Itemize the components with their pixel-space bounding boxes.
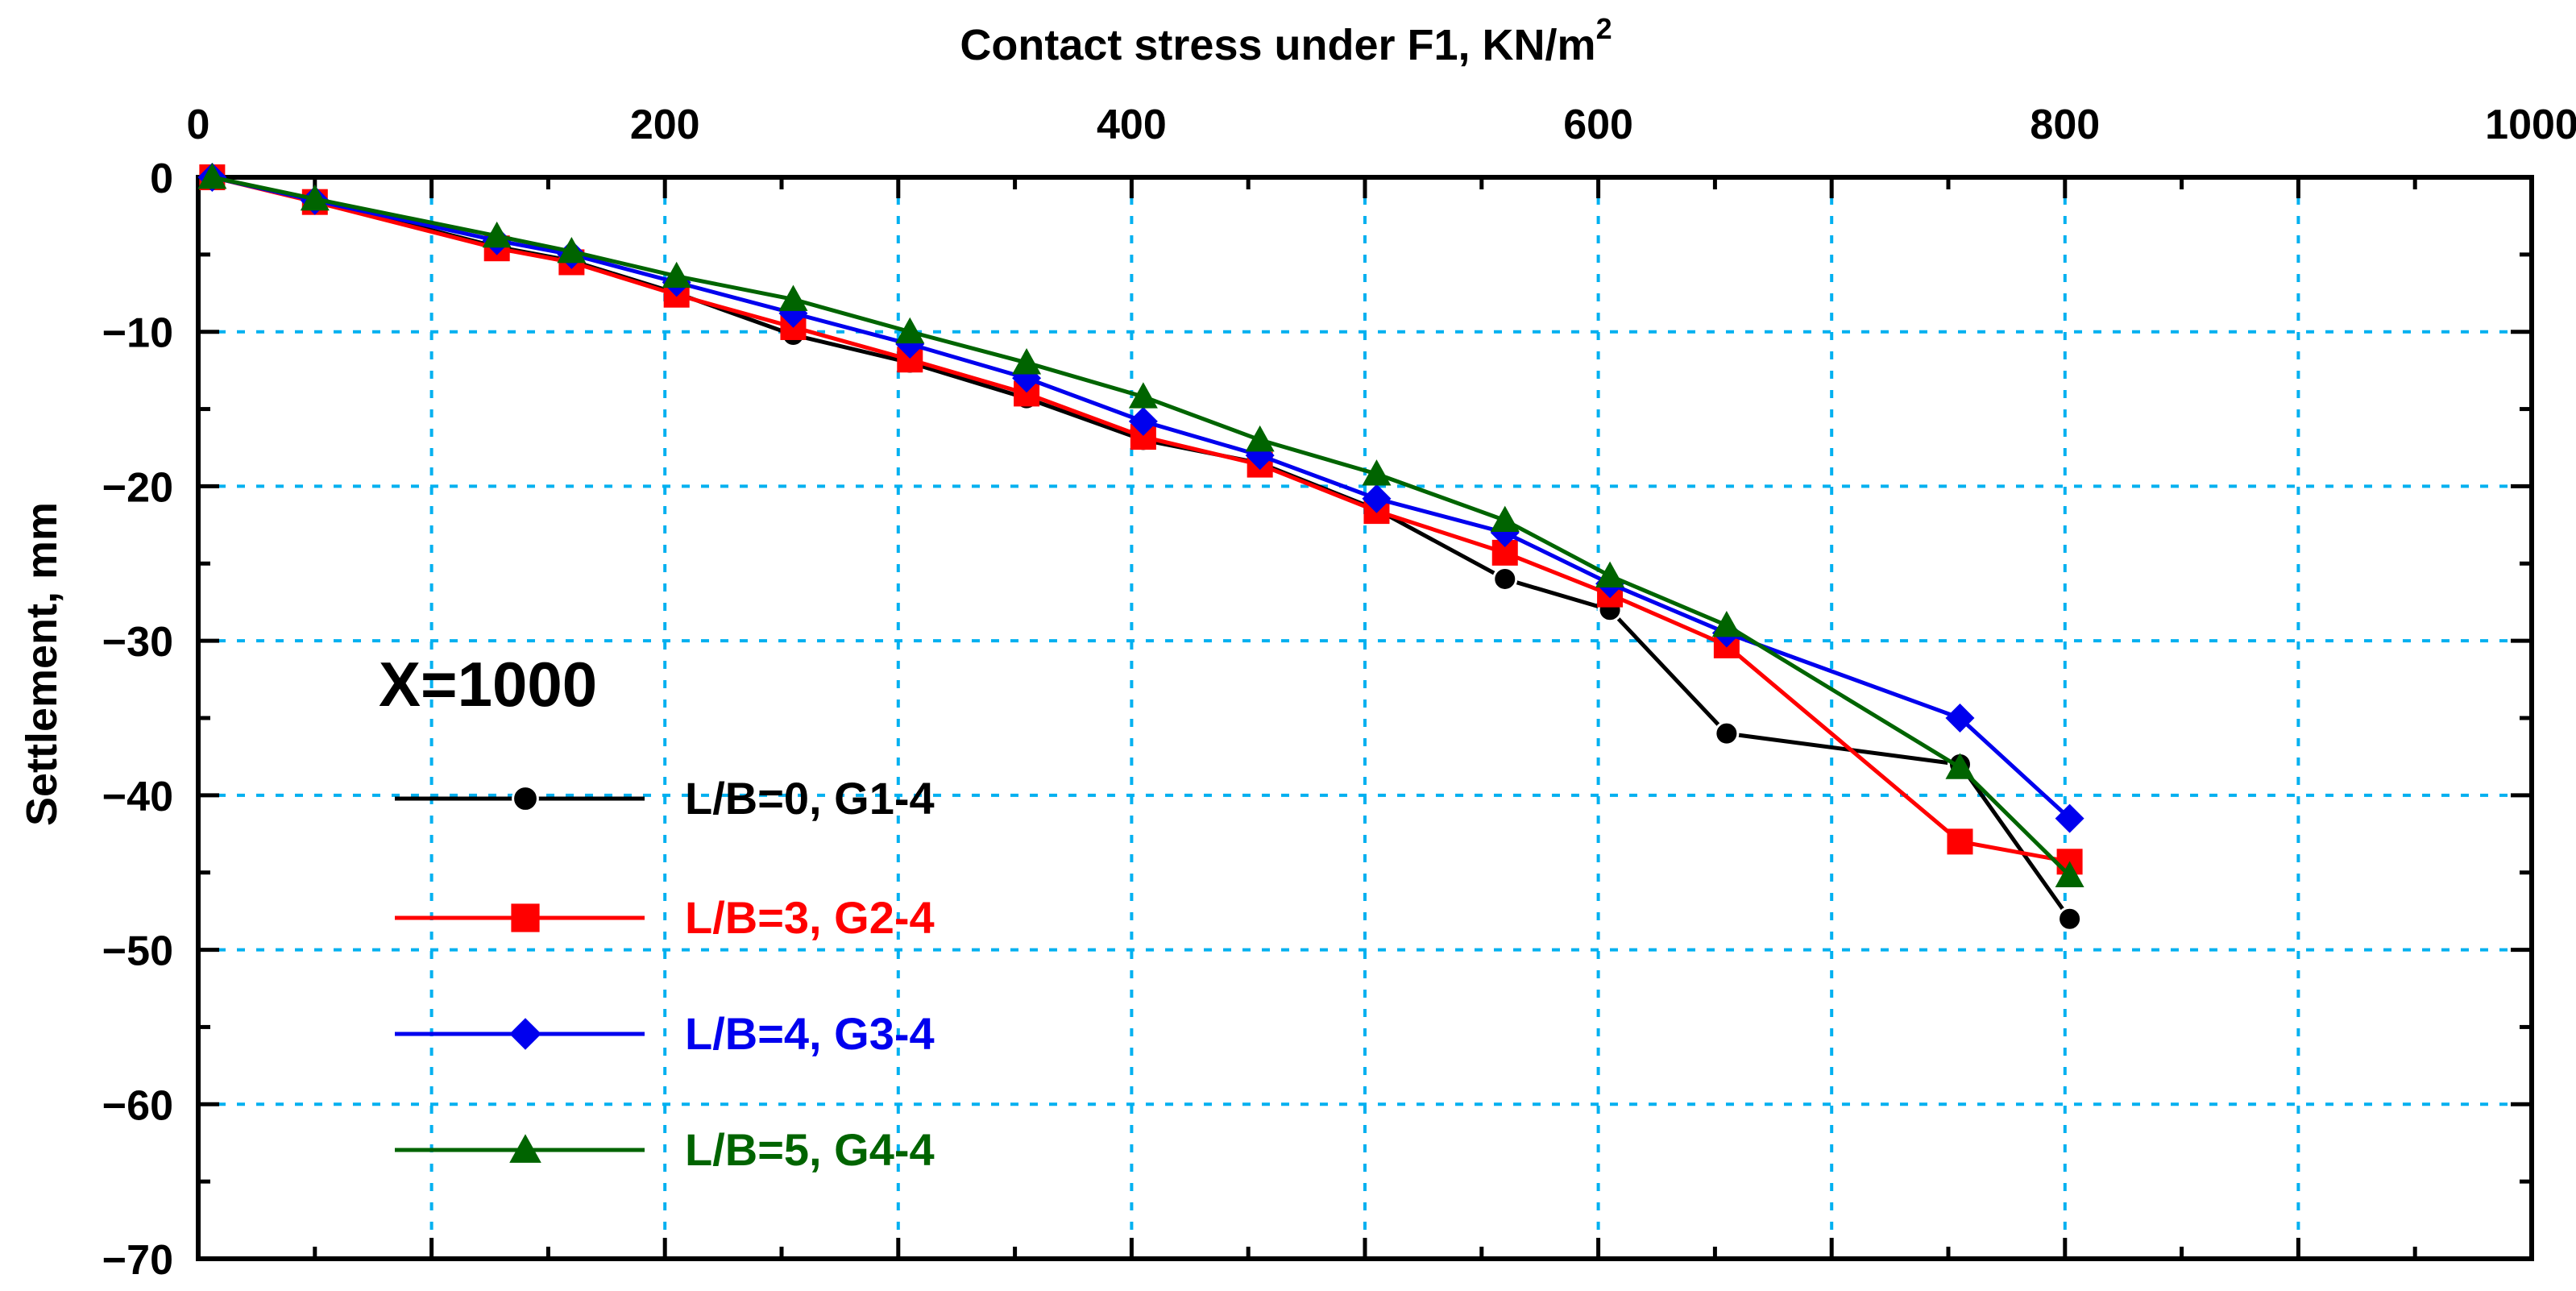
series-line xyxy=(211,175,2072,920)
data-point xyxy=(1362,484,1392,513)
series-3 xyxy=(197,163,2084,833)
x-tick-labels: 0 200 400 600 800 1000 xyxy=(187,102,2576,148)
grid-lines xyxy=(198,177,2532,1259)
x-tick-label: 600 xyxy=(1563,102,1633,148)
series-line xyxy=(211,175,2072,878)
legend: L/B=0, G1-4 L/B=3, G2-4 L/B=4, G3-4 L/B=5, … xyxy=(395,773,935,1175)
x-tick-label: 800 xyxy=(2030,102,2100,148)
y-tick-label: −70 xyxy=(102,1237,173,1284)
legend-item: L/B=0, G1-4 xyxy=(395,773,935,824)
legend-marker xyxy=(511,903,540,932)
data-point xyxy=(895,317,925,344)
legend-marker xyxy=(512,785,539,812)
y-tick-label: 0 xyxy=(150,156,173,202)
x-tick-label: 400 xyxy=(1097,102,1167,148)
data-point xyxy=(1595,561,1625,588)
data-point xyxy=(557,237,587,264)
x-tick-label: 0 xyxy=(187,102,210,148)
data-point xyxy=(2057,906,2083,932)
data-point xyxy=(1714,720,1740,746)
data-point xyxy=(1711,610,1741,637)
legend-label: L/B=4, G3-4 xyxy=(685,1008,935,1059)
data-point xyxy=(1945,704,1975,733)
data-point xyxy=(1362,459,1392,486)
y-tick-label: −50 xyxy=(102,928,173,975)
legend-marker xyxy=(509,1134,541,1163)
legend-item: L/B=5, G4-4 xyxy=(395,1124,935,1175)
data-point xyxy=(2055,861,2084,887)
data-point xyxy=(2055,803,2084,833)
series-layer xyxy=(197,163,2084,932)
data-point xyxy=(1128,382,1158,409)
data-point xyxy=(300,184,330,211)
legend-label: L/B=3, G2-4 xyxy=(685,892,935,943)
y-tick-label: −30 xyxy=(102,619,173,666)
y-axis-title: Settlement, mm xyxy=(18,502,66,826)
series-line xyxy=(211,175,2071,864)
series-2 xyxy=(199,164,2083,875)
y-tick-labels: 0 −10 −20 −30 −40 −50 −60 −70 xyxy=(102,156,173,1284)
series-1 xyxy=(199,164,2083,932)
y-tick-label: −40 xyxy=(102,774,173,820)
data-point xyxy=(1945,753,1975,779)
legend-label: L/B=5, G4-4 xyxy=(685,1124,935,1175)
data-point xyxy=(1492,566,1518,592)
y-tick-label: −60 xyxy=(102,1082,173,1129)
data-point xyxy=(1128,406,1158,436)
legend-label: L/B=0, G1-4 xyxy=(685,773,935,824)
data-point xyxy=(1947,828,1973,855)
data-point xyxy=(662,261,691,289)
y-tick-label: −20 xyxy=(102,464,173,511)
x-tick-label: 1000 xyxy=(2485,102,2576,148)
legend-item: L/B=3, G2-4 xyxy=(395,892,935,943)
legend-item: L/B=4, G3-4 xyxy=(395,1008,935,1059)
x-tick-label: 200 xyxy=(630,102,700,148)
annotation-x1000: X=1000 xyxy=(379,649,597,720)
y-tick-label: −10 xyxy=(102,310,173,357)
data-point xyxy=(482,221,512,248)
x-axis-title: Contact stress under F1, KN/m2 xyxy=(960,12,1612,69)
data-point xyxy=(197,163,227,189)
data-point xyxy=(1245,425,1275,452)
series-line xyxy=(211,175,2072,820)
legend-marker xyxy=(509,1018,541,1050)
data-point xyxy=(1490,505,1520,533)
data-point xyxy=(778,284,808,311)
series-4 xyxy=(197,163,2084,887)
data-point xyxy=(1012,348,1042,375)
